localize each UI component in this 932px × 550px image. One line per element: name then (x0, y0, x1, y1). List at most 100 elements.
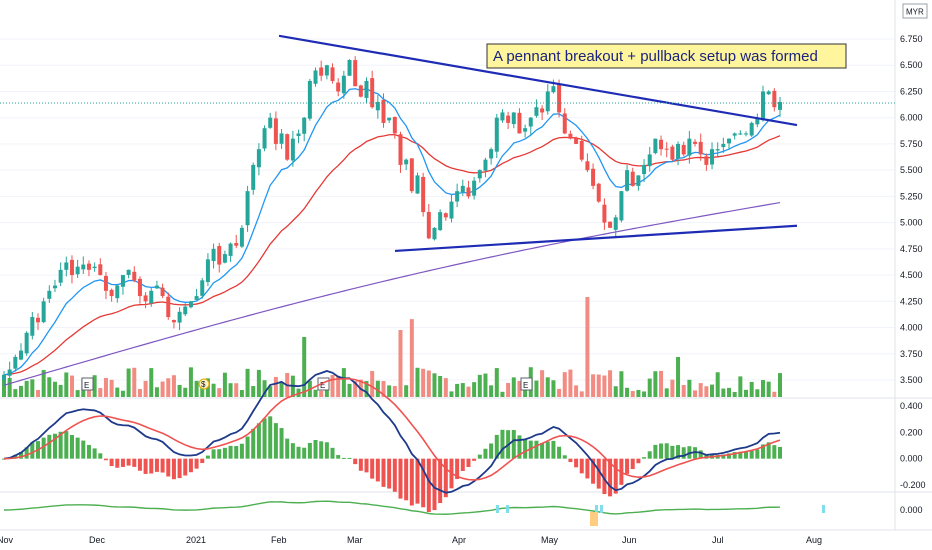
volume-bar (370, 371, 375, 397)
volume-bar (636, 389, 641, 397)
candle-body (574, 138, 579, 144)
volume-bar (545, 377, 550, 397)
macd-histogram-bar (268, 416, 273, 459)
volume-bar (466, 386, 471, 397)
candle-body (166, 296, 171, 318)
candle-body (528, 117, 533, 127)
volume-bar (256, 369, 261, 397)
candle-body (319, 67, 324, 76)
volume-bar (262, 380, 267, 397)
macd-histogram-bar (313, 439, 318, 459)
macd-histogram-bar (778, 446, 782, 459)
macd-histogram-bar (647, 451, 652, 459)
volume-bar (364, 381, 369, 397)
price-tick-label: 6.250 (900, 86, 923, 96)
time-axis: Nov Dec 2021 Feb Mar Apr May Jun Jul Aug (0, 535, 822, 545)
volume-bar (432, 373, 437, 397)
macd-histogram-bar (177, 458, 182, 479)
candle-body (58, 269, 63, 283)
macd-histogram-bar (24, 447, 29, 459)
macd-histogram-bar (681, 447, 686, 459)
macd-histogram-bar (273, 423, 278, 459)
candle-body (625, 170, 630, 191)
macd-histogram-bar (625, 458, 630, 474)
volume-bar (115, 387, 120, 397)
macd-histogram-bar (443, 458, 448, 498)
candle-body (52, 285, 57, 289)
macd-histogram-bar (517, 435, 522, 459)
macd-histogram-bar (591, 458, 596, 484)
volume-bar (744, 389, 749, 397)
candle-body (500, 112, 505, 121)
volume-bar (171, 375, 176, 397)
candle-body (24, 332, 29, 354)
candle-body (18, 350, 23, 360)
macd-histogram-bar (245, 436, 250, 459)
volume-bar (681, 385, 686, 397)
macd-histogram-bar (761, 444, 766, 459)
macd-histogram-bar (200, 458, 205, 464)
macd-histogram-bar (234, 446, 239, 459)
macd-histogram-bar (528, 440, 533, 459)
macd-histogram-bar (143, 458, 148, 474)
candle-body (222, 254, 227, 263)
time-tick-label: May (541, 535, 559, 545)
volume-bar (562, 372, 567, 397)
volume-bar (183, 387, 188, 397)
macd-histogram-bar (353, 458, 358, 465)
candle-body (449, 201, 454, 219)
candle-body (409, 158, 414, 192)
candle-body (160, 287, 165, 297)
macd-histogram-bar (109, 458, 114, 466)
volume-bar (154, 387, 159, 397)
macd-histogram-bar (664, 443, 669, 459)
volume-bar (353, 381, 358, 397)
time-tick-label: Dec (89, 535, 106, 545)
candle-body (324, 65, 329, 76)
volume-bar (251, 386, 256, 397)
price-tick-label: 4.000 (900, 323, 923, 333)
time-tick-label: Jul (712, 535, 724, 545)
macd-histogram-bar (472, 458, 477, 461)
candle-body (398, 134, 403, 165)
volume-bar (13, 389, 18, 397)
dividend-marker (198, 378, 210, 390)
volume-bar (341, 368, 346, 397)
price-tick-label: 5.250 (900, 191, 923, 201)
volume-bar (279, 381, 284, 397)
macd-histogram-bar (149, 458, 154, 474)
macd-histogram-bar (551, 440, 556, 459)
volume-bar (387, 385, 392, 397)
oscillator-highlight (496, 505, 499, 513)
oscillator-line (3, 500, 781, 515)
signal-line (3, 377, 781, 481)
candle-body (126, 269, 131, 275)
macd-histogram-bar (137, 458, 142, 471)
volume-bar (75, 390, 80, 397)
macd-histogram-bar (613, 458, 618, 494)
volume-bar (7, 377, 12, 397)
macd-histogram-bar (52, 433, 57, 459)
candle-body (511, 112, 516, 125)
candle-body (772, 90, 777, 108)
volume-bar (557, 388, 562, 397)
price-axis: 6.750 6.500 6.250 6.000 5.750 5.500 5.250 5.000… (0, 34, 926, 515)
candle-body (732, 133, 737, 136)
volume-bar (460, 383, 465, 397)
time-tick-label: Nov (0, 535, 14, 545)
time-tick-label: Feb (271, 535, 287, 545)
earnings-marker (520, 377, 533, 391)
macd-histogram-bar (596, 458, 601, 489)
candle-body (557, 84, 562, 113)
candle-body (687, 138, 692, 156)
candle-body (744, 133, 749, 135)
volume-bar (222, 372, 227, 397)
macd-histogram-bar (653, 444, 658, 459)
pennant-lower-line (394, 224, 798, 253)
volume-bar (642, 391, 647, 397)
candle-body (132, 271, 137, 281)
volume-bar (647, 378, 652, 397)
candle-body (69, 259, 74, 276)
candle-body (364, 80, 369, 98)
